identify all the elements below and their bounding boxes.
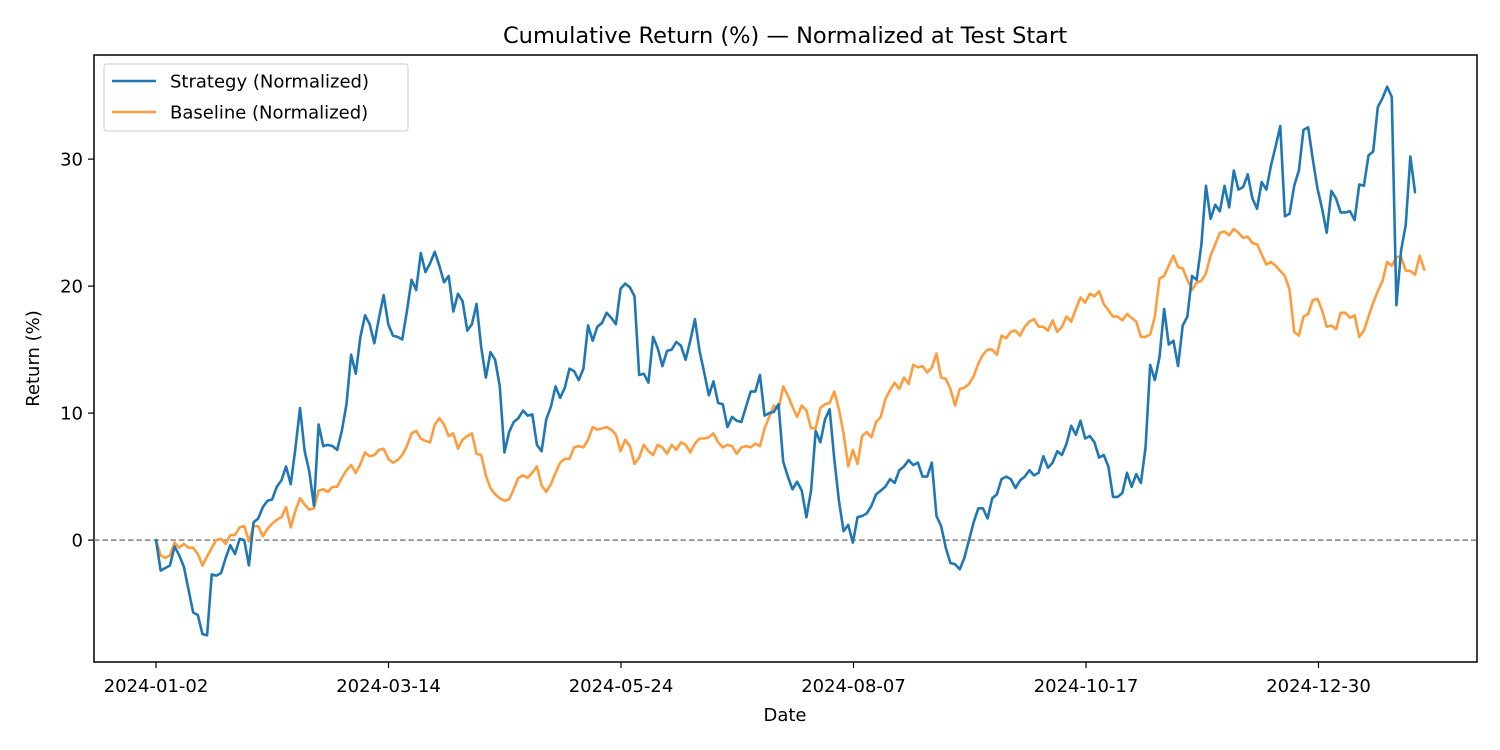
- plot-area: [93, 54, 1478, 663]
- legend-label-baseline: Baseline (Normalized): [170, 103, 368, 124]
- series-line-strategy: [154, 85, 1417, 637]
- plot-content: [94, 85, 1477, 637]
- x-tick-label: 2024-12-30: [1266, 676, 1371, 697]
- y-tick-label: 10: [60, 404, 83, 425]
- x-tick-label: 2024-05-24: [569, 676, 674, 697]
- y-tick-label: 20: [60, 277, 83, 298]
- legend-label-strategy: Strategy (Normalized): [170, 72, 369, 93]
- x-tick-label: 2024-01-02: [104, 676, 209, 697]
- x-tick-label: 2024-08-07: [801, 676, 906, 697]
- x-axis: 2024-01-02 2024-03-14 2024-05-24 2024-08-07…: [104, 662, 1371, 697]
- legend: Strategy (Normalized) Baseline (Normaliz…: [103, 63, 409, 132]
- y-tick-label: 30: [60, 150, 83, 171]
- chart-title: Cumulative Return (%) — Normalized at Te…: [503, 23, 1067, 49]
- series-layer: [154, 85, 1426, 637]
- y-axis-label: Return (%): [23, 310, 44, 407]
- x-axis-label: Date: [763, 705, 806, 726]
- legend-box: [103, 63, 409, 132]
- x-tick-label: 2024-10-17: [1034, 676, 1139, 697]
- series-line-baseline: [154, 227, 1426, 567]
- x-tick-label: 2024-03-14: [336, 676, 441, 697]
- y-axis: 0 10 20 30: [60, 150, 94, 552]
- y-tick-label: 0: [72, 531, 83, 552]
